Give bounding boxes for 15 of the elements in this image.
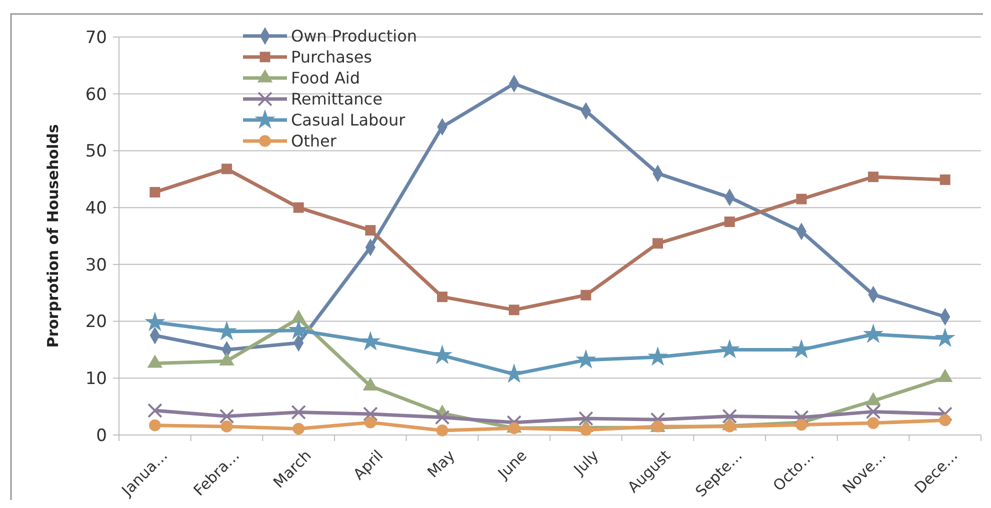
y-tick-label: 40 xyxy=(85,198,107,219)
y-tick-label: 50 xyxy=(85,142,107,162)
legend-label: Purchases xyxy=(291,48,372,67)
y-tick-label: 30 xyxy=(85,255,107,276)
y-tick-label: 20 xyxy=(85,312,107,332)
y-tick-label: 10 xyxy=(85,369,107,390)
y-tick-label: 0 xyxy=(96,426,107,446)
legend-label: Remittance xyxy=(291,90,382,109)
legend-label: Food Aid xyxy=(291,68,360,88)
y-axis-title: Prorprotion of Households xyxy=(44,124,62,348)
y-tick-label: 70 xyxy=(85,28,107,48)
legend-label: Other xyxy=(291,132,337,151)
legend-label: Own Production xyxy=(291,26,418,46)
legend-label: Casual Labour xyxy=(291,110,406,130)
y-tick-label: 60 xyxy=(85,84,107,105)
